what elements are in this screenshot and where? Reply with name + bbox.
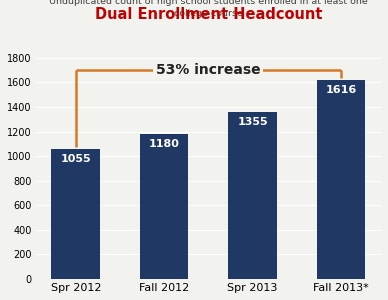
- Text: 53% increase: 53% increase: [156, 63, 261, 77]
- Bar: [52, 149, 100, 279]
- Title: Dual Enrollment Headcount: Dual Enrollment Headcount: [95, 7, 322, 22]
- Bar: [140, 134, 189, 279]
- Text: 1180: 1180: [149, 139, 180, 149]
- Text: 1055: 1055: [61, 154, 91, 164]
- Bar: [317, 80, 365, 279]
- Text: Unduplicated count of high school students enrolled in at least one
college cour: Unduplicated count of high school studen…: [49, 0, 368, 18]
- Text: 1616: 1616: [326, 85, 357, 95]
- Text: 1355: 1355: [237, 117, 268, 127]
- Bar: [228, 112, 277, 279]
